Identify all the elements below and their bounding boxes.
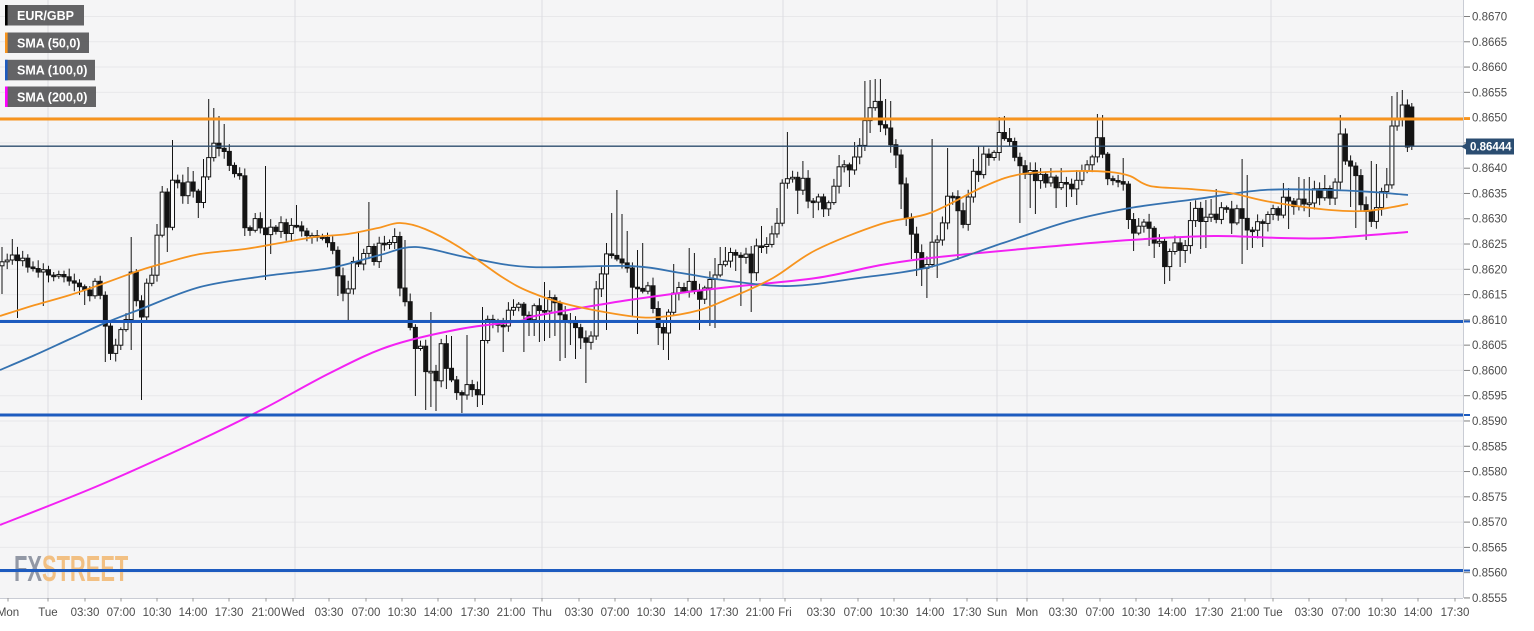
svg-text:07:00: 07:00 <box>844 607 873 619</box>
svg-text:0.8600: 0.8600 <box>1472 365 1507 377</box>
svg-text:03:30: 03:30 <box>807 607 836 619</box>
svg-text:07:00: 07:00 <box>1086 607 1115 619</box>
svg-text:0.8590: 0.8590 <box>1472 416 1507 428</box>
svg-text:10:30: 10:30 <box>1368 607 1397 619</box>
svg-text:0.86444: 0.86444 <box>1470 142 1512 154</box>
svg-text:0.8625: 0.8625 <box>1472 239 1507 251</box>
svg-text:21:00: 21:00 <box>746 607 775 619</box>
svg-text:Tue: Tue <box>1263 607 1282 619</box>
svg-text:0.8620: 0.8620 <box>1472 264 1507 276</box>
svg-text:10:30: 10:30 <box>1122 607 1151 619</box>
svg-text:0.8650: 0.8650 <box>1472 113 1507 125</box>
svg-text:21:00: 21:00 <box>252 607 281 619</box>
svg-text:EUR/GBP: EUR/GBP <box>17 9 74 23</box>
svg-text:0.8615: 0.8615 <box>1472 290 1507 302</box>
svg-text:0.8580: 0.8580 <box>1472 467 1507 479</box>
svg-text:0.8605: 0.8605 <box>1472 340 1507 352</box>
svg-text:07:00: 07:00 <box>107 607 136 619</box>
svg-text:17:30: 17:30 <box>215 607 244 619</box>
svg-text:Wed: Wed <box>281 607 304 619</box>
svg-text:0.8640: 0.8640 <box>1472 163 1507 175</box>
svg-text:17:30: 17:30 <box>461 607 490 619</box>
svg-text:14:00: 14:00 <box>674 607 703 619</box>
svg-text:17:30: 17:30 <box>1195 607 1224 619</box>
svg-text:10:30: 10:30 <box>388 607 417 619</box>
svg-text:0.8575: 0.8575 <box>1472 492 1507 504</box>
svg-text:07:00: 07:00 <box>601 607 630 619</box>
svg-text:0.8665: 0.8665 <box>1472 37 1507 49</box>
svg-text:14:00: 14:00 <box>916 607 945 619</box>
svg-text:0.8585: 0.8585 <box>1472 441 1507 453</box>
svg-text:0.8660: 0.8660 <box>1472 62 1507 74</box>
svg-text:10:30: 10:30 <box>143 607 172 619</box>
svg-text:Sun: Sun <box>987 607 1007 619</box>
svg-text:Mon: Mon <box>1016 607 1038 619</box>
svg-text:03:30: 03:30 <box>71 607 100 619</box>
svg-text:SMA (100,0): SMA (100,0) <box>17 64 87 78</box>
svg-text:0.8565: 0.8565 <box>1472 542 1507 554</box>
svg-text:21:00: 21:00 <box>1231 607 1260 619</box>
svg-text:17:30: 17:30 <box>953 607 982 619</box>
svg-text:14:00: 14:00 <box>424 607 453 619</box>
svg-text:17:30: 17:30 <box>1441 607 1470 619</box>
svg-text:SMA (200,0): SMA (200,0) <box>17 90 87 104</box>
svg-text:Tue: Tue <box>38 607 57 619</box>
svg-text:07:00: 07:00 <box>352 607 381 619</box>
svg-text:SMA (50,0): SMA (50,0) <box>17 36 80 50</box>
svg-text:14:00: 14:00 <box>179 607 208 619</box>
svg-text:0.8595: 0.8595 <box>1472 391 1507 403</box>
svg-text:Fri: Fri <box>778 607 791 619</box>
svg-text:03:30: 03:30 <box>565 607 594 619</box>
svg-text:21:00: 21:00 <box>497 607 526 619</box>
svg-text:Thu: Thu <box>532 607 552 619</box>
svg-text:14:00: 14:00 <box>1404 607 1433 619</box>
svg-text:0.8610: 0.8610 <box>1472 315 1507 327</box>
svg-text:Mon: Mon <box>0 607 19 619</box>
svg-text:0.8670: 0.8670 <box>1472 12 1507 24</box>
svg-text:0.8570: 0.8570 <box>1472 517 1507 529</box>
svg-text:17:30: 17:30 <box>710 607 739 619</box>
svg-text:03:30: 03:30 <box>315 607 344 619</box>
svg-text:0.8635: 0.8635 <box>1472 188 1507 200</box>
svg-text:0.8630: 0.8630 <box>1472 214 1507 226</box>
svg-text:0.8655: 0.8655 <box>1472 87 1507 99</box>
svg-text:10:30: 10:30 <box>637 607 666 619</box>
svg-text:03:30: 03:30 <box>1295 607 1324 619</box>
svg-text:0.8555: 0.8555 <box>1472 593 1507 605</box>
svg-text:14:00: 14:00 <box>1158 607 1187 619</box>
svg-text:10:30: 10:30 <box>880 607 909 619</box>
svg-text:07:00: 07:00 <box>1332 607 1361 619</box>
svg-text:0.8560: 0.8560 <box>1472 568 1507 580</box>
svg-text:03:30: 03:30 <box>1049 607 1078 619</box>
